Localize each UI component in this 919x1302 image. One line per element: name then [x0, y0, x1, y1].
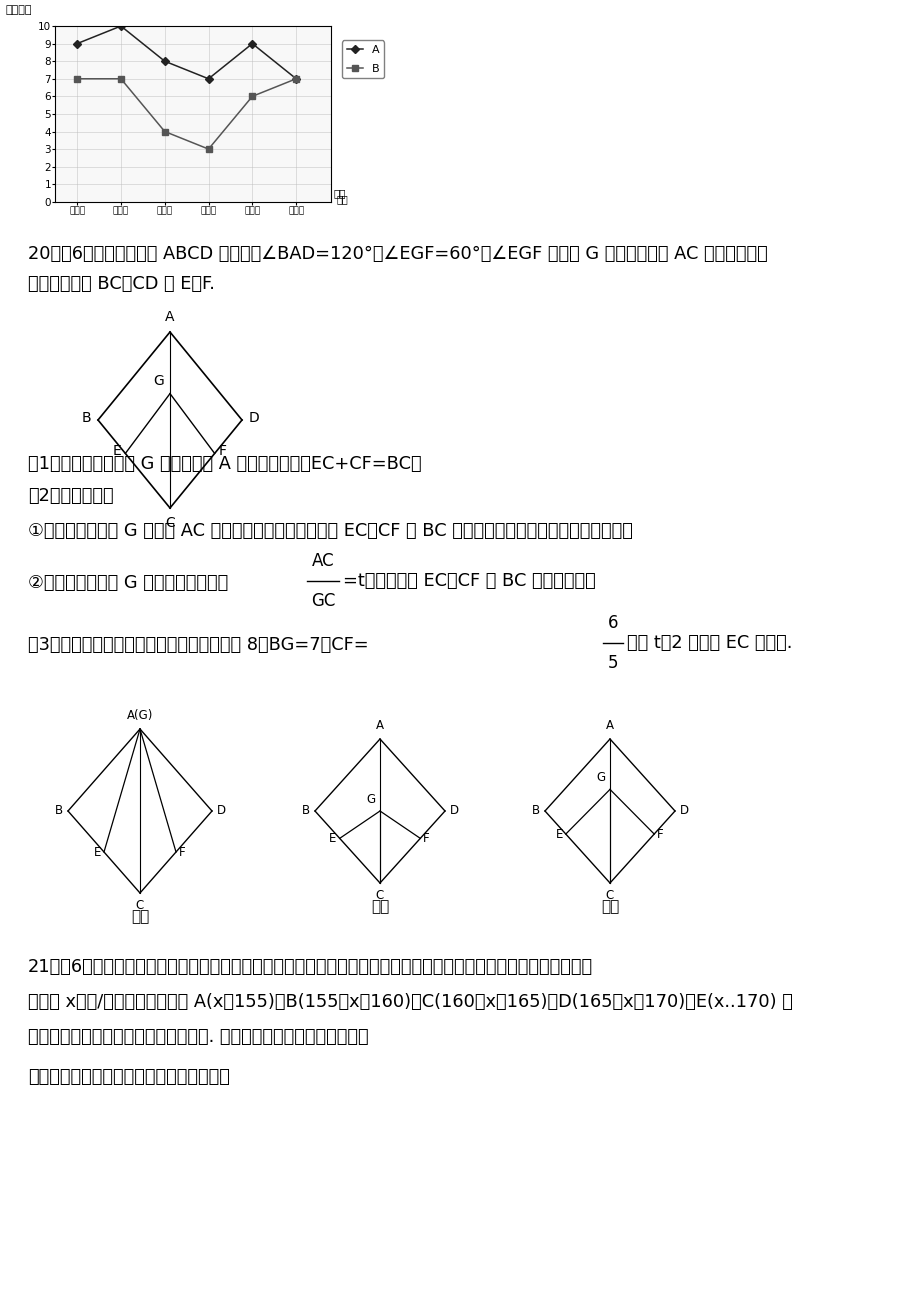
B — [115, 70, 126, 86]
Line: A: A — [74, 23, 299, 82]
Text: 投中个数: 投中个数 — [6, 5, 32, 14]
A — [290, 70, 301, 86]
Text: E: E — [94, 845, 101, 858]
Text: （2）知识探究：: （2）知识探究： — [28, 487, 114, 505]
Line: B: B — [74, 76, 299, 152]
Text: 图乙: 图乙 — [370, 898, 389, 914]
B — [159, 124, 170, 139]
Text: A: A — [606, 719, 613, 732]
Text: D: D — [449, 805, 459, 818]
Text: B: B — [301, 805, 310, 818]
Text: D: D — [217, 805, 226, 818]
Text: 5: 5 — [607, 654, 618, 672]
Text: D: D — [249, 411, 259, 424]
B — [246, 89, 257, 104]
Text: 图甲: 图甲 — [130, 909, 149, 924]
Text: 20．（6分）如图，菱形 ABCD 中，已知∠BAD=120°，∠EGF=60°，∠EGF 的顶点 G 在菱形对角线 AC 上运动，角的: 20．（6分）如图，菱形 ABCD 中，已知∠BAD=120°，∠EGF=60°… — [28, 245, 767, 263]
Text: 6: 6 — [607, 615, 618, 631]
Text: 21．（6分）某校为了解本校九年级男生体育测试中跳绳成绩的情况，随机抽取该校九年级若干名男生，调查他们的跳: 21．（6分）某校为了解本校九年级男生体育测试中跳绳成绩的情况，随机抽取该校九年… — [28, 958, 593, 976]
Text: F: F — [656, 828, 664, 841]
B — [290, 70, 301, 86]
Text: 次数: 次数 — [334, 189, 346, 198]
A — [72, 35, 83, 51]
Text: ，当 t＞2 时，求 EC 的长度.: ，当 t＞2 时，求 EC 的长度. — [627, 634, 791, 652]
Text: AC: AC — [312, 552, 334, 570]
A — [159, 53, 170, 69]
Text: ②如图丙，在顶点 G 运动的过程中，若: ②如图丙，在顶点 G 运动的过程中，若 — [28, 574, 228, 592]
Text: GC: GC — [311, 592, 335, 611]
Text: （1）如图甲，当顶点 G 运动到与点 A 重合时，求证：EC+CF=BC；: （1）如图甲，当顶点 G 运动到与点 A 重合时，求证：EC+CF=BC； — [28, 454, 421, 473]
Text: 绳成绩 x（次/分），按成绩分成 A(x＜155)，B(155，x＜160)，C(160，x＜165)，D(165，x＜170)，E(x..170) 五: 绳成绩 x（次/分），按成绩分成 A(x＜155)，B(155，x＜160)，C… — [28, 993, 792, 1010]
A — [115, 18, 126, 34]
Text: E: E — [555, 828, 562, 841]
Text: A(G): A(G) — [127, 710, 153, 723]
Text: D: D — [679, 805, 688, 818]
Text: G: G — [153, 374, 164, 388]
B — [203, 141, 214, 156]
Text: C: C — [136, 898, 144, 911]
Text: F: F — [219, 444, 226, 458]
Text: C: C — [606, 889, 614, 902]
Text: F: F — [423, 832, 429, 845]
Text: =t，探究线段 EC、CF 与 BC 的数量关系；: =t，探究线段 EC、CF 与 BC 的数量关系； — [343, 572, 596, 590]
Text: 图丙: 图丙 — [600, 898, 618, 914]
Text: 次数: 次数 — [336, 194, 348, 204]
A — [203, 70, 214, 86]
Text: B: B — [531, 805, 539, 818]
Text: E: E — [112, 444, 121, 458]
Text: 两边分别交边 BC、CD 于 E、F.: 两边分别交边 BC、CD 于 E、F. — [28, 275, 215, 293]
B — [72, 70, 83, 86]
Text: F: F — [179, 845, 186, 858]
Text: ①如图乙，当顶点 G 运动到 AC 的中点时，请直接写出线段 EC、CF 与 BC 的数量关系（不需要写出证明过程）；: ①如图乙，当顶点 G 运动到 AC 的中点时，请直接写出线段 EC、CF 与 B… — [28, 522, 632, 540]
Text: A: A — [165, 310, 175, 324]
Text: 该校被抽取的男生跳绳成绩频数分布直方图: 该校被抽取的男生跳绳成绩频数分布直方图 — [28, 1068, 230, 1086]
Text: B: B — [81, 411, 91, 424]
Text: E: E — [329, 832, 336, 845]
Text: A: A — [376, 719, 383, 732]
Text: C: C — [376, 889, 384, 902]
Text: B: B — [55, 805, 62, 818]
Legend: A, B: A, B — [342, 40, 384, 78]
Text: G: G — [367, 793, 376, 806]
Text: 个等级．将所得数据绘制成如下统计图. 根据图中信息，解答下列问题：: 个等级．将所得数据绘制成如下统计图. 根据图中信息，解答下列问题： — [28, 1029, 369, 1046]
Text: G: G — [596, 771, 606, 784]
Text: （3）问题解决：如图丙，已知菱形的边长为 8，BG=7，CF=: （3）问题解决：如图丙，已知菱形的边长为 8，BG=7，CF= — [28, 635, 369, 654]
A — [246, 35, 257, 51]
Text: C: C — [165, 516, 175, 530]
